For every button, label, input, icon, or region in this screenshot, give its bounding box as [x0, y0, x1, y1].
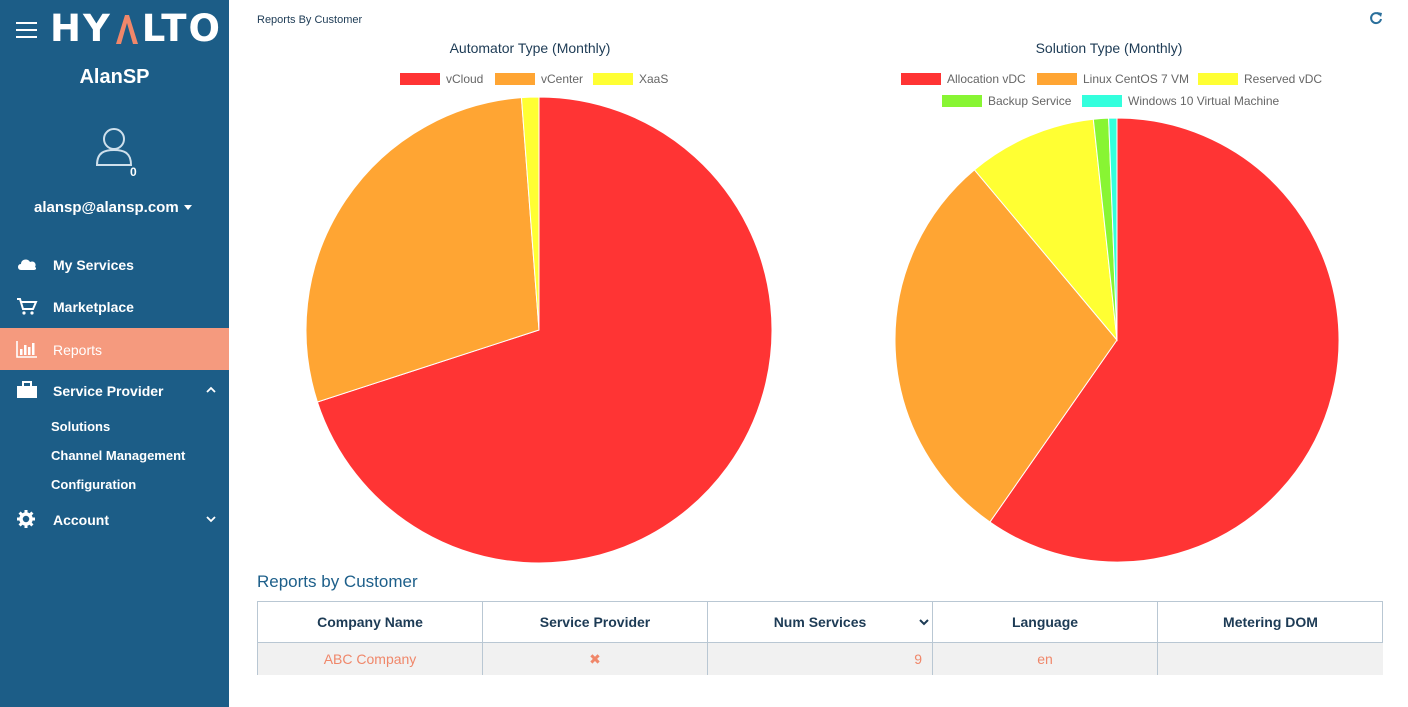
reports-section-title: Reports by Customer [257, 572, 418, 591]
account-name: AlanSP [79, 66, 150, 88]
num-services-header-label: Num Services [773, 614, 867, 630]
legend-item-reserved-vdc[interactable]: Reserved vDC [1198, 72, 1322, 86]
nav-configuration[interactable]: Configuration [51, 477, 137, 492]
legend-label: Backup Service [988, 94, 1072, 108]
breadcrumb: Reports By Customer [257, 14, 363, 26]
legend-label: Windows 10 Virtual Machine [1128, 94, 1280, 108]
cart-icon [17, 298, 38, 315]
legend-item-backup-service[interactable]: Backup Service [942, 94, 1071, 108]
pie-slice-reserved-vdc[interactable] [973, 118, 1118, 342]
sidebar: HY LTO AlanSP 0 alansp@alansp.com My Ser… [0, 0, 229, 707]
pie-slice-vcenter[interactable] [305, 97, 540, 403]
cell-service-provider-x-icon: ✖ [483, 642, 708, 675]
legend-label: Allocation vDC [947, 72, 1026, 86]
solution-pie-chart[interactable] [894, 117, 1340, 563]
gear-icon [17, 510, 35, 528]
legend-swatch [942, 95, 982, 107]
nav-reports-label: Reports [53, 342, 103, 358]
notification-count: 0 [130, 165, 137, 179]
logo-text-left: HY [50, 7, 112, 50]
chevron-down-icon[interactable] [205, 513, 217, 525]
legend-label: vCenter [541, 72, 584, 86]
legend-item-vcenter[interactable]: vCenter [495, 72, 583, 86]
legend-swatch [495, 73, 535, 85]
legend-item-linux-centos-7-vm[interactable]: Linux CentOS 7 VM [1037, 72, 1189, 86]
user-email[interactable]: alansp@alansp.com [34, 199, 179, 216]
cell-company-name[interactable]: ABC Company [258, 642, 483, 675]
pie-slice-xaas[interactable] [520, 96, 540, 331]
legend-swatch [593, 73, 633, 85]
pie-slice-allocation-vdc[interactable] [989, 117, 1340, 563]
reports-table: Company Name Service Provider Num Servic… [257, 601, 1383, 675]
legend-item-xaas[interactable]: XaaS [593, 72, 668, 86]
automator-pie-chart[interactable] [305, 96, 773, 564]
legend-label: vCloud [446, 72, 484, 86]
legend-label: Reserved vDC [1244, 72, 1323, 86]
pie-slice-windows-10-virtual-machine[interactable] [1108, 117, 1118, 341]
column-header-language[interactable]: Language [933, 602, 1158, 642]
automator-chart-title: Automator Type (Monthly) [449, 40, 611, 56]
refresh-icon[interactable] [1369, 11, 1383, 25]
nav-my-services-label: My Services [53, 257, 134, 273]
cloud-icon [18, 259, 37, 270]
bar-chart-icon [16, 341, 37, 358]
hamburger-menu-icon[interactable] [16, 22, 37, 38]
nav-service-provider[interactable]: Service Provider [0, 369, 229, 411]
legend-swatch [1082, 95, 1122, 107]
pie-slice-vcloud[interactable] [316, 96, 773, 564]
nav-account[interactable]: Account [0, 498, 229, 540]
legend-swatch [1198, 73, 1238, 85]
cell-num-services: 9 [708, 642, 933, 675]
nav-marketplace[interactable]: Marketplace [0, 285, 229, 327]
briefcase-icon [17, 381, 37, 398]
app-logo[interactable]: HY LTO [50, 8, 222, 50]
cell-language: en [933, 642, 1158, 675]
sort-chevron-down-icon[interactable] [918, 616, 930, 628]
solution-chart-title: Solution Type (Monthly) [1035, 40, 1183, 56]
column-header-num-services[interactable]: Num Services [708, 602, 933, 642]
logo-text-right: LTO [141, 7, 222, 50]
legend-swatch [901, 73, 941, 85]
caret-down-icon[interactable] [184, 205, 192, 210]
legend-item-windows-10-virtual-machine[interactable]: Windows 10 Virtual Machine [1082, 94, 1279, 108]
legend-item-vcloud[interactable]: vCloud [400, 72, 483, 86]
chevron-up-icon[interactable] [205, 384, 217, 396]
nav-service-provider-label: Service Provider [53, 383, 164, 399]
nav-reports[interactable]: Reports [0, 328, 229, 370]
legend-swatch [1037, 73, 1077, 85]
legend-label: XaaS [639, 72, 669, 86]
legend-label: Linux CentOS 7 VM [1083, 72, 1190, 86]
nav-my-services[interactable]: My Services [0, 243, 229, 285]
nav-marketplace-label: Marketplace [53, 299, 134, 315]
logo-a-icon [115, 15, 138, 44]
cell-metering-dom [1158, 642, 1383, 675]
legend-swatch [400, 73, 440, 85]
user-avatar-icon[interactable] [93, 125, 135, 167]
nav-channel-management[interactable]: Channel Management [51, 448, 186, 463]
column-header-metering-dom[interactable]: Metering DOM [1223, 614, 1318, 630]
nav-solutions[interactable]: Solutions [51, 419, 111, 434]
pie-slice-linux-centos-7-vm[interactable] [894, 169, 1118, 523]
legend-item-allocation-vdc[interactable]: Allocation vDC [901, 72, 1026, 86]
column-header-company-name[interactable]: Company Name [258, 602, 483, 642]
nav-account-label: Account [53, 512, 109, 528]
column-header-service-provider[interactable]: Service Provider [483, 602, 708, 642]
